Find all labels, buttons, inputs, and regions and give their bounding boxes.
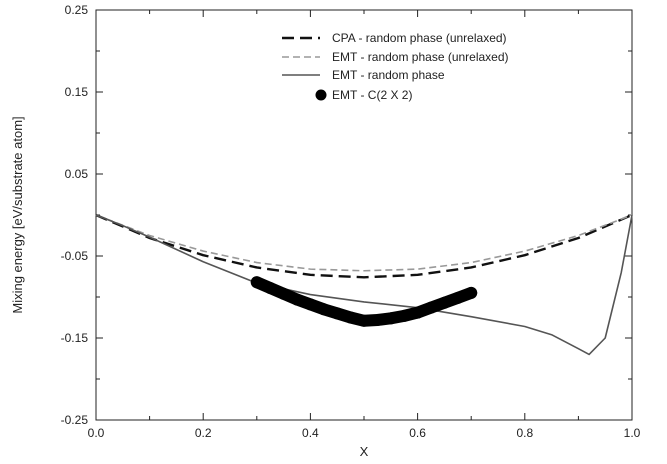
y-axis-title: Mixing energy [eV/substrate atom] [10,116,25,313]
x-tick-label: 0.0 [88,426,105,440]
axes-layer: 0.0 0.2 0.4 0.6 0.8 1.0 0.25 0.15 0.05 -0.05 -0.15… [61,3,641,440]
series-line-2 [95,214,633,356]
x-tick-label: 0.2 [195,426,212,440]
legend-label-3: EMT - C(2 X 2) [332,88,412,102]
series-layer [95,213,633,356]
x-tick-label: 0.6 [409,426,426,440]
y-tick-label: -0.15 [61,331,89,345]
legend-label-2: EMT - random phase [332,68,445,82]
series-line-1 [95,214,633,272]
x-tick-label: 0.4 [302,426,319,440]
x-tick-label: 0.8 [516,426,533,440]
y-tick-label: 0.25 [65,3,89,17]
legend-label-0: CPA - random phase (unrelaxed) [332,31,507,45]
legend-label-1: EMT - random phase (unrelaxed) [332,50,509,64]
x-axis-title: X [360,444,369,459]
y-tick-label: -0.05 [61,249,89,263]
x-tick-label: 1.0 [624,426,641,440]
legend: CPA - random phase (unrelaxed) EMT - rand… [282,31,509,102]
y-tick-label: 0.15 [65,85,89,99]
legend-marker-c2x2 [315,89,327,101]
c2x2-series-band [250,276,478,327]
y-tick-label: -0.25 [61,413,89,427]
series-line-0 [95,213,633,279]
y-tick-label: 0.05 [65,167,89,181]
